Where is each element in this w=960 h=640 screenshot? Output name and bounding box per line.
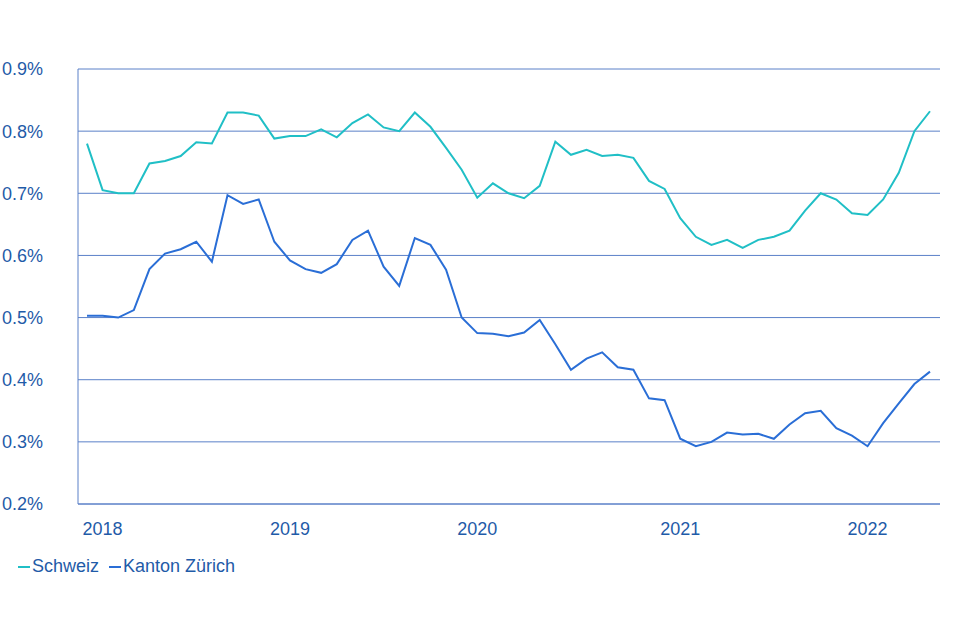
html-text:Kanton Zürich: Kanton Zürich bbox=[123, 556, 236, 576]
svg-text:2021: 2021 bbox=[660, 519, 700, 539]
svg-text:0.2%: 0.2% bbox=[8, 494, 43, 514]
svg-text:0.5%: 0.5% bbox=[8, 308, 43, 328]
svg-text:0.4%: 0.4% bbox=[8, 370, 43, 390]
html-text:Schweiz: Schweiz bbox=[32, 556, 99, 576]
svg-text:2019: 2019 bbox=[270, 519, 310, 539]
svg-text:0.7%: 0.7% bbox=[8, 184, 43, 204]
svg-text:0.9%: 0.9% bbox=[8, 59, 43, 79]
svg-text:0.3%: 0.3% bbox=[8, 432, 43, 452]
svg-text:0.8%: 0.8% bbox=[8, 122, 43, 142]
svg-text:0.6%: 0.6% bbox=[8, 246, 43, 266]
svg-text:2020: 2020 bbox=[457, 519, 497, 539]
svg-text:2022: 2022 bbox=[848, 519, 888, 539]
svg-text:2018: 2018 bbox=[83, 519, 123, 539]
